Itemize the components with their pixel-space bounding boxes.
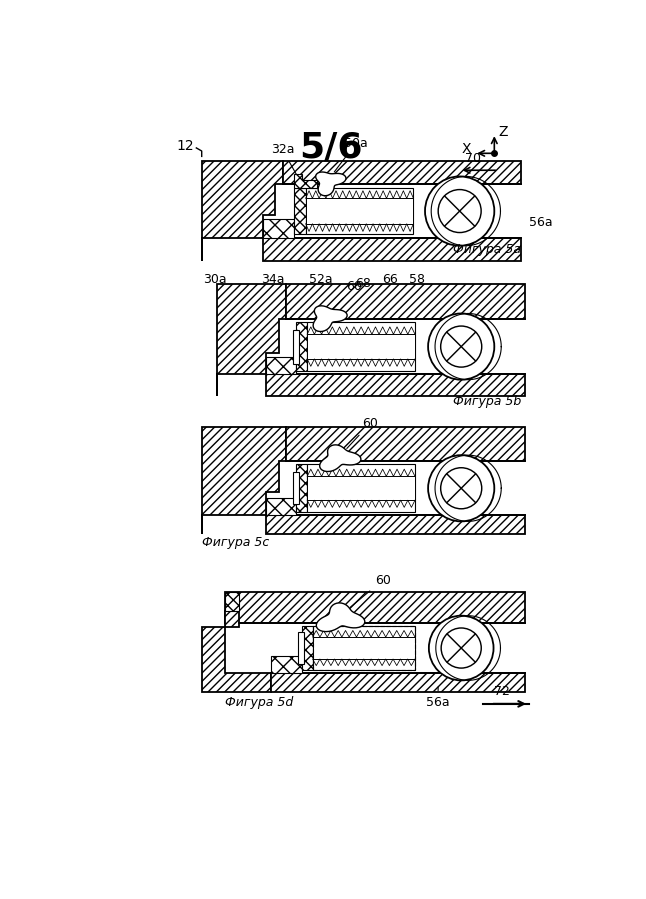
Text: 58: 58: [410, 272, 425, 286]
Circle shape: [428, 314, 494, 379]
Polygon shape: [266, 515, 525, 535]
Bar: [307, 334, 415, 359]
Text: 34a: 34a: [262, 272, 285, 286]
Polygon shape: [282, 161, 521, 184]
Text: Фигура 5b: Фигура 5b: [453, 395, 521, 408]
Polygon shape: [297, 465, 307, 512]
Circle shape: [441, 628, 481, 668]
Bar: [307, 322, 415, 371]
Bar: [298, 632, 304, 663]
Polygon shape: [286, 284, 525, 319]
Circle shape: [441, 326, 482, 367]
Text: 56a: 56a: [529, 216, 552, 229]
Text: 32a: 32a: [271, 143, 300, 182]
Text: 50a: 50a: [334, 138, 368, 172]
Polygon shape: [202, 427, 286, 535]
Polygon shape: [264, 238, 521, 261]
Polygon shape: [294, 188, 306, 234]
Text: X: X: [462, 142, 471, 156]
Bar: [306, 199, 413, 224]
Bar: [307, 476, 415, 500]
Text: Фигура 5с: Фигура 5с: [202, 536, 269, 549]
Text: 5/6: 5/6: [299, 130, 363, 165]
Bar: [307, 465, 415, 512]
Text: 60: 60: [350, 574, 391, 608]
Text: Z: Z: [498, 125, 508, 138]
Circle shape: [428, 455, 494, 521]
Text: Фигура 5d: Фигура 5d: [225, 696, 293, 709]
Polygon shape: [286, 427, 525, 461]
Polygon shape: [202, 611, 271, 692]
Polygon shape: [302, 626, 313, 670]
Circle shape: [429, 616, 494, 681]
Polygon shape: [320, 445, 361, 471]
Text: 30a: 30a: [203, 272, 227, 286]
Text: 60: 60: [333, 280, 362, 309]
Text: 72: 72: [494, 685, 510, 699]
Polygon shape: [266, 498, 297, 515]
Polygon shape: [271, 673, 525, 692]
Polygon shape: [264, 218, 294, 238]
Text: 70: 70: [464, 152, 481, 165]
Text: Фигура 5а: Фигура 5а: [453, 244, 521, 256]
Text: 60: 60: [347, 417, 377, 449]
Polygon shape: [316, 172, 346, 196]
Bar: [293, 330, 298, 363]
Polygon shape: [266, 358, 297, 374]
Polygon shape: [313, 306, 347, 332]
Text: 52a: 52a: [309, 272, 333, 286]
Polygon shape: [317, 603, 365, 632]
Polygon shape: [202, 161, 282, 261]
Polygon shape: [297, 322, 307, 371]
Text: 12: 12: [176, 138, 194, 153]
Text: 68: 68: [355, 277, 371, 289]
Polygon shape: [271, 656, 302, 673]
Polygon shape: [217, 284, 286, 396]
Polygon shape: [225, 592, 525, 623]
Bar: [313, 637, 415, 659]
Polygon shape: [294, 174, 317, 188]
Bar: [313, 626, 415, 670]
Bar: [313, 626, 415, 670]
Bar: [293, 472, 298, 504]
Text: 66: 66: [382, 272, 398, 286]
Circle shape: [441, 467, 482, 509]
Bar: [306, 188, 413, 234]
Text: 56a: 56a: [426, 687, 450, 709]
Polygon shape: [225, 592, 238, 611]
Polygon shape: [266, 374, 525, 396]
Circle shape: [425, 176, 494, 245]
Circle shape: [438, 190, 481, 233]
